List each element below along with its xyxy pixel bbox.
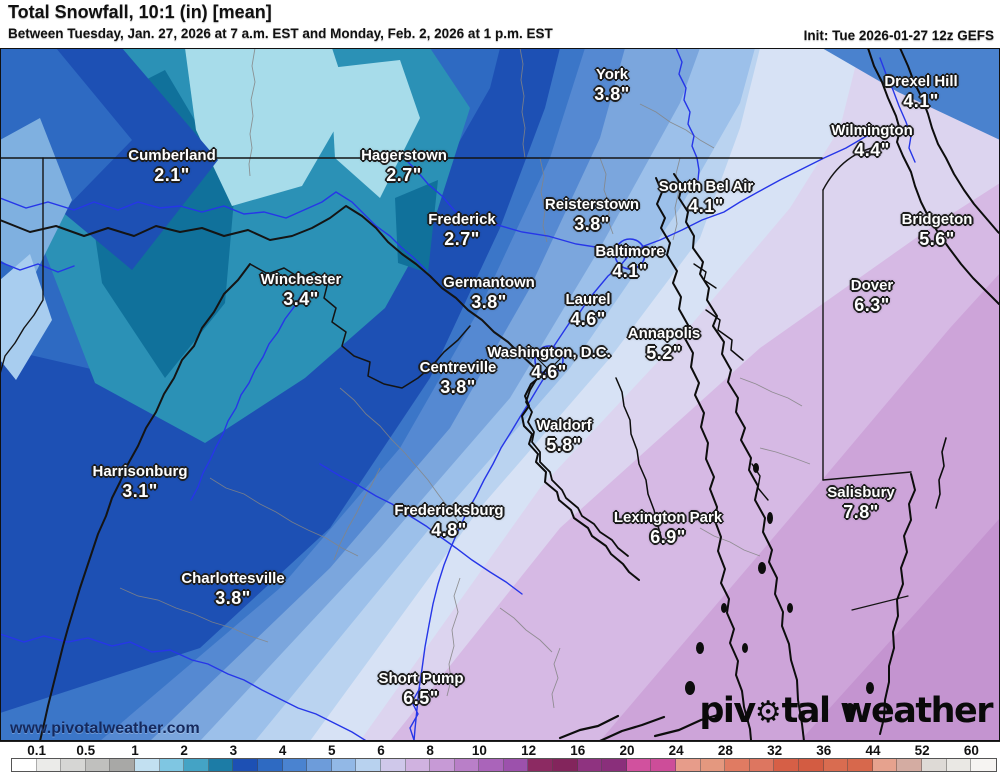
- colorbar-footer: 0.1 0.5 1 2 3 4 5 6 8 10 12 16 20 24 28 32 36 44 52 60: [0, 741, 1000, 772]
- colorbar-tick-label: 1: [131, 743, 139, 758]
- colorbar-swatch: [282, 759, 308, 771]
- snowfall-map[interactable]: [0, 48, 1000, 741]
- colorbar-tick-label: 6: [377, 743, 385, 758]
- colorbar-swatch: [946, 759, 972, 771]
- colorbar-tick-label: 12: [521, 743, 537, 758]
- colorbar-swatch: [799, 759, 824, 771]
- county-lines: [119, 48, 811, 709]
- colorbar-swatch: [36, 759, 62, 771]
- colorbar-swatch: [233, 759, 258, 771]
- colorbar-tick-label: 32: [767, 743, 783, 758]
- colorbar-swatch: [553, 759, 578, 771]
- logo-text-after: tal weather: [781, 691, 994, 731]
- colorbar-swatch: [405, 759, 431, 771]
- colorbar-tick-label: 8: [426, 743, 434, 758]
- colorbar-tick-label: 20: [619, 743, 635, 758]
- page-title: Total Snowfall, 10:1 (in) [mean]: [8, 2, 272, 22]
- colorbar-tick-label: 0.1: [27, 743, 46, 758]
- colorbar-swatch: [134, 759, 160, 771]
- colorbar-tick-label: 0.5: [76, 743, 96, 758]
- colorbar-swatch: [454, 759, 480, 771]
- colorbar-swatch: [430, 759, 455, 771]
- colorbar-swatch: [626, 759, 652, 771]
- logo-text-before: piv: [699, 691, 756, 731]
- colorbar-swatch: [971, 759, 996, 771]
- colorbar-tick-label: 3: [229, 743, 238, 758]
- colorbar-swatch: [872, 759, 898, 771]
- colorbar-swatch: [85, 759, 111, 771]
- colorbar-tick-label: 36: [816, 743, 832, 758]
- colorbar-swatch: [257, 759, 283, 771]
- island-specks: [685, 463, 874, 717]
- colorbar-swatch: [602, 759, 627, 771]
- colorbar-swatch: [12, 759, 37, 771]
- colorbar-swatch: [110, 759, 135, 771]
- pivotal-weather-logo: piv⚙tal weather: [699, 691, 994, 731]
- coastlines: [521, 48, 1000, 741]
- gear-icon: ⚙: [754, 695, 782, 730]
- colorbar-swatch: [700, 759, 726, 771]
- colorbar-tick-label: 28: [717, 743, 733, 758]
- colorbar-swatch: [61, 759, 86, 771]
- colorbar-swatch: [479, 759, 504, 771]
- colorbar-swatch: [676, 759, 701, 771]
- colorbar-swatch: [921, 759, 947, 771]
- colorbar-swatch: [528, 759, 554, 771]
- colorbar-tick-label: 10: [471, 743, 487, 758]
- colorbar-swatch: [848, 759, 873, 771]
- valid-period-text: Between Tuesday, Jan. 27, 2026 at 7 a.m.…: [8, 26, 553, 41]
- colorbar-swatch: [380, 759, 406, 771]
- colorbar-swatch: [897, 759, 922, 771]
- colorbar-tick-label: 2: [180, 743, 188, 758]
- colorbar-swatch: [331, 759, 357, 771]
- model-init-text: Init: Tue 2026-01-27 12z GEFS: [803, 28, 994, 43]
- colorbar-swatch: [208, 759, 234, 771]
- colorbar-swatch: [651, 759, 677, 771]
- colorbar-swatch: [749, 759, 775, 771]
- colorbar-swatch: [159, 759, 185, 771]
- colorbar-tick-label: 44: [865, 743, 881, 758]
- colorbar-tick-label: 24: [668, 743, 684, 758]
- colorbar-swatch: [356, 759, 381, 771]
- colorbar-swatch: [184, 759, 209, 771]
- colorbar-swatch: [774, 759, 799, 771]
- colorbar: [11, 758, 997, 772]
- colorbar-tick-label: 16: [570, 743, 586, 758]
- map-canvas: [0, 48, 1000, 741]
- colorbar-tick-label: 52: [914, 743, 930, 758]
- colorbar-swatch: [503, 759, 529, 771]
- state-borders: [0, 145, 912, 741]
- colorbar-swatch: [725, 759, 750, 771]
- colorbar-labels: 0.1 0.5 1 2 3 4 5 6 8 10 12 16 20 24 28 32 36 44 52 60: [0, 743, 1000, 758]
- colorbar-swatch: [577, 759, 603, 771]
- header: Total Snowfall, 10:1 (in) [mean] Between…: [0, 0, 1000, 48]
- colorbar-swatch: [307, 759, 332, 771]
- colorbar-swatch: [823, 759, 849, 771]
- colorbar-tick-label: 5: [328, 743, 336, 758]
- rivers-roads: [0, 48, 916, 741]
- watermark-url: www.pivotalweather.com: [10, 720, 200, 737]
- colorbar-tick-label: 60: [963, 743, 979, 758]
- colorbar-tick-label: 4: [278, 743, 287, 758]
